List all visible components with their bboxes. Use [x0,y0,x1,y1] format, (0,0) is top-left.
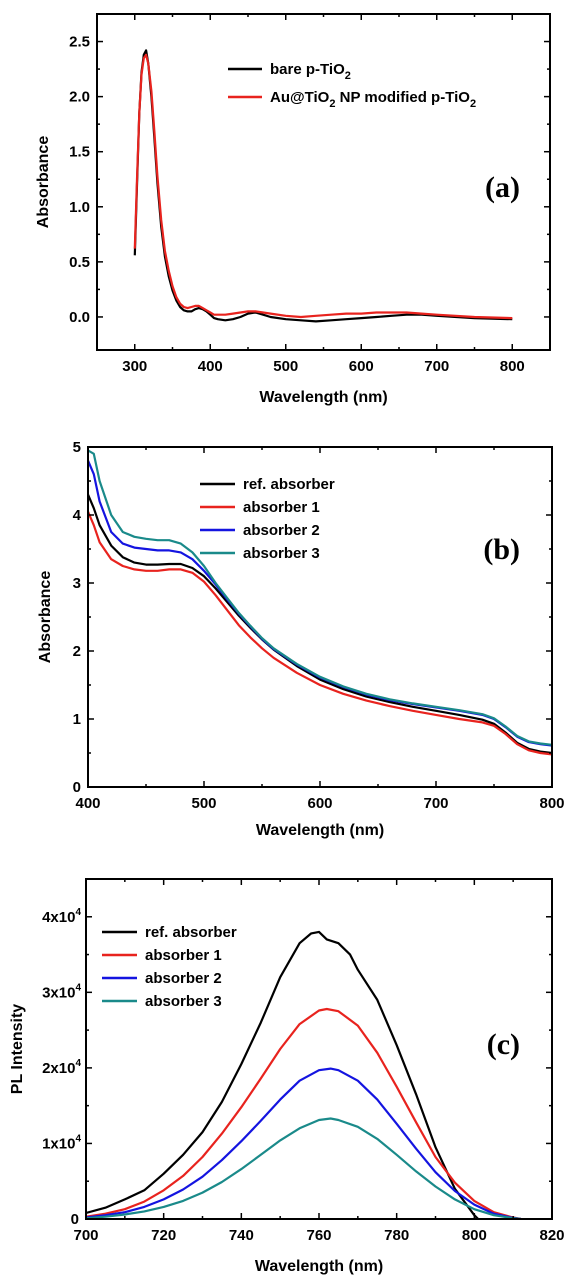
y-tick-label: 0.5 [69,254,90,271]
legend-label: ref. absorber [243,476,335,493]
legend: ref. absorber absorber 1 absorber 2 absorbe… [102,924,237,1010]
legend-label: ref. absorber [145,924,237,941]
series-line-2 [88,511,552,756]
y-tick-exponent: 4 [75,907,81,918]
legend-label: absorber 2 [243,522,320,539]
legend: bare p-TiO2 Au@TiO2 NP modified p-TiO2 [228,61,476,110]
y-axis-title: Absorbance [37,571,54,664]
x-tick-label: 300 [122,358,147,375]
y-tick-label: 2x104 [42,1058,81,1077]
series-line-2 [133,53,513,320]
legend-label: absorber 1 [243,499,320,516]
x-tick-label: 400 [198,358,223,375]
panel-label: (a) [485,171,520,204]
y-tick-label: 2.0 [69,89,90,106]
legend-label: bare p-TiO2 [270,61,351,82]
series-group [86,930,522,1219]
x-tick-label: 500 [273,358,298,375]
x-tick-label: 500 [191,795,216,812]
x-tick-label: 800 [462,1227,487,1244]
x-tick-label: 800 [500,358,525,375]
legend-label: absorber 3 [145,993,222,1010]
panel-label: (c) [487,1028,520,1061]
y-tick-exponent: 4 [75,1133,81,1144]
series-line-1 [86,930,479,1219]
x-axis-title: Wavelength (nm) [255,1258,383,1275]
x-tick-label: 760 [306,1227,331,1244]
chart-panel-2: 400 500 600 700 800 0 1 2 3 4 5 Wavelength (nm) Abso… [37,439,565,839]
legend-label: Au@TiO2 NP modified p-TiO2 [270,89,476,110]
y-tick-label: 1.0 [69,199,90,216]
series-line-2 [86,1007,522,1219]
chart-panel-3: 700 720 740 760 780 800 820 0 1x104 2x104 3x104 4x1… [9,878,565,1275]
y-tick-label: 3x104 [42,982,81,1001]
y-tick-exponent: 4 [75,1058,81,1069]
legend-label: absorber 2 [145,970,222,987]
x-axis-title: Wavelength (nm) [259,389,387,406]
y-tick-label: 1x104 [42,1133,81,1152]
y-tick-exponent: 4 [75,982,81,993]
series-line-4 [86,1117,522,1219]
y-tick-label: 5 [73,439,81,456]
x-tick-label: 800 [539,795,564,812]
series-group [88,449,552,756]
y-tick-label: 2 [73,643,81,660]
y-tick-label: 4x104 [42,907,81,926]
y-tick-label: 2.5 [69,34,90,51]
series-line-4 [88,449,552,746]
x-tick-label: 700 [423,795,448,812]
y-tick-label: 0.0 [69,309,90,326]
x-tick-label: 720 [151,1227,176,1244]
x-tick-label: 740 [229,1227,254,1244]
series-line-3 [88,460,552,747]
y-axis-title: Absorbance [35,136,52,229]
x-tick-label: 700 [73,1227,98,1244]
series-line-3 [86,1067,522,1219]
y-tick-label: 1 [73,711,81,728]
legend-label: absorber 3 [243,545,320,562]
y-tick-label: 1.5 [69,144,90,161]
x-tick-label: 600 [349,358,374,375]
legend: ref. absorber absorber 1 absorber 2 absorbe… [200,476,335,562]
y-tick-label: 4 [73,507,82,524]
plot-frame [87,446,553,788]
panel-label: (b) [483,533,520,566]
y-tick-label: 3 [73,575,81,592]
x-tick-label: 820 [539,1227,564,1244]
x-tick-label: 780 [384,1227,409,1244]
y-axis-title: PL Intensity [9,1004,26,1094]
x-tick-label: 600 [307,795,332,812]
x-tick-label: 400 [75,795,100,812]
y-tick-label: 0 [71,1211,79,1228]
chart-panel-1: 300 400 500 600 700 800 0.0 0.5 1.0 1.5 2.0 2.5 Wave… [35,13,551,406]
legend-label: absorber 1 [145,947,222,964]
x-tick-label: 700 [424,358,449,375]
series-group [133,49,513,323]
x-axis-title: Wavelength (nm) [256,822,384,839]
y-tick-label: 0 [73,779,81,796]
